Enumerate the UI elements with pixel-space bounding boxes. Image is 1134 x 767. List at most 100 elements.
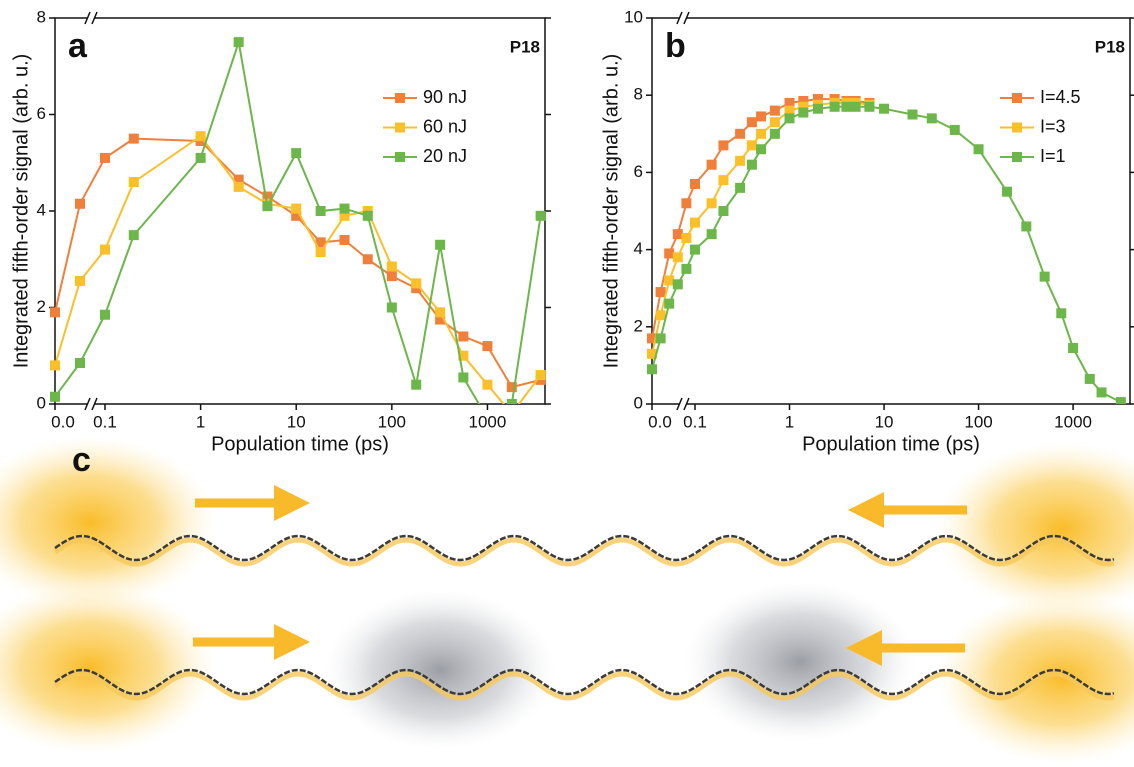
marker <box>812 94 823 105</box>
x-tick-label: 10 <box>875 412 894 431</box>
marker <box>100 309 110 320</box>
marker <box>655 333 666 344</box>
y-tick-label: 4 <box>634 239 643 258</box>
y-tick-label: 8 <box>634 85 643 104</box>
marker <box>411 379 422 390</box>
marker <box>75 198 85 209</box>
marker <box>681 263 692 274</box>
axis-break <box>84 11 91 25</box>
marker <box>681 198 692 209</box>
marker <box>647 333 657 344</box>
marker <box>458 372 469 383</box>
marker <box>1096 387 1107 398</box>
marker <box>756 144 767 155</box>
legend-marker <box>395 122 405 133</box>
marker <box>233 181 244 192</box>
marker <box>746 140 757 151</box>
marker <box>411 278 422 289</box>
marker <box>506 399 517 404</box>
marker <box>706 229 717 240</box>
y-tick-label: 10 <box>624 7 643 26</box>
axis-break-gap <box>678 15 687 21</box>
marker <box>339 210 350 221</box>
marker <box>75 357 85 368</box>
marker <box>1002 186 1013 197</box>
marker <box>784 113 795 124</box>
marker <box>507 409 517 419</box>
marker <box>769 117 780 128</box>
marker <box>672 252 683 263</box>
y-tick-label: 4 <box>37 200 46 219</box>
marker <box>798 95 809 106</box>
marker <box>879 103 890 114</box>
x-tick-label: 100 <box>378 412 406 431</box>
marker <box>655 310 666 321</box>
marker <box>315 247 326 258</box>
x-tick-label: 0.0 <box>648 412 672 431</box>
marker <box>458 350 469 361</box>
marker <box>315 206 326 216</box>
legend-label: 20 nJ <box>423 146 467 166</box>
plot-frame <box>651 17 1131 405</box>
marker <box>718 206 729 216</box>
marker <box>1039 271 1050 282</box>
chart: 0 2 4 6 8 10 0.0 0.1 1 10 100 1000 Population time (… <box>600 7 1134 455</box>
x-axis-label: Population time (ps) <box>211 433 389 455</box>
marker <box>784 105 795 116</box>
annotation: P18 <box>510 37 540 56</box>
marker <box>233 174 244 185</box>
marker <box>386 261 397 272</box>
marker <box>1115 397 1126 404</box>
marker <box>812 103 823 114</box>
exciton-blob <box>0 583 215 753</box>
marker <box>690 217 700 228</box>
marker <box>681 233 692 244</box>
marker <box>907 109 918 120</box>
marker <box>386 271 397 282</box>
x-axis-label: Population time (ps) <box>802 433 980 455</box>
marker <box>75 275 85 286</box>
marker <box>386 302 397 313</box>
marker <box>769 128 780 139</box>
axis-break-gap <box>678 401 687 407</box>
marker <box>362 254 373 265</box>
marker <box>291 203 302 214</box>
marker <box>735 182 746 193</box>
marker <box>128 230 139 241</box>
y-tick-label: 6 <box>634 162 643 181</box>
axis-break-gap <box>87 401 95 407</box>
marker <box>769 105 780 116</box>
y-tick-label: 2 <box>634 316 643 335</box>
x-tick-label: 1 <box>785 412 794 431</box>
chain-shadow <box>53 671 1115 701</box>
marker <box>718 140 729 151</box>
marker <box>746 159 757 170</box>
marker <box>647 364 657 375</box>
y-tick-label: 8 <box>37 7 46 26</box>
y-tick-label: 2 <box>37 297 46 316</box>
marker <box>262 201 273 212</box>
legend-label: 90 nJ <box>423 87 467 107</box>
marker <box>718 175 729 186</box>
marker <box>339 234 350 245</box>
y-tick-label: 6 <box>37 104 46 123</box>
marker <box>690 178 700 189</box>
panel-letter: c <box>72 441 91 479</box>
marker <box>655 287 666 298</box>
exciton-blob <box>937 443 1134 613</box>
marker <box>1084 373 1095 384</box>
annotation: P18 <box>1095 37 1125 56</box>
axis-break <box>91 397 98 411</box>
marker <box>672 279 683 290</box>
marker <box>706 159 717 170</box>
axis-break <box>676 11 683 25</box>
marker <box>535 370 546 381</box>
marker <box>1068 343 1079 354</box>
legend-marker <box>1012 152 1022 162</box>
marker <box>195 131 206 142</box>
plot-area <box>50 37 546 419</box>
marker <box>706 198 717 209</box>
legend-marker <box>395 93 405 103</box>
series-line <box>651 101 870 355</box>
marker <box>756 111 767 122</box>
